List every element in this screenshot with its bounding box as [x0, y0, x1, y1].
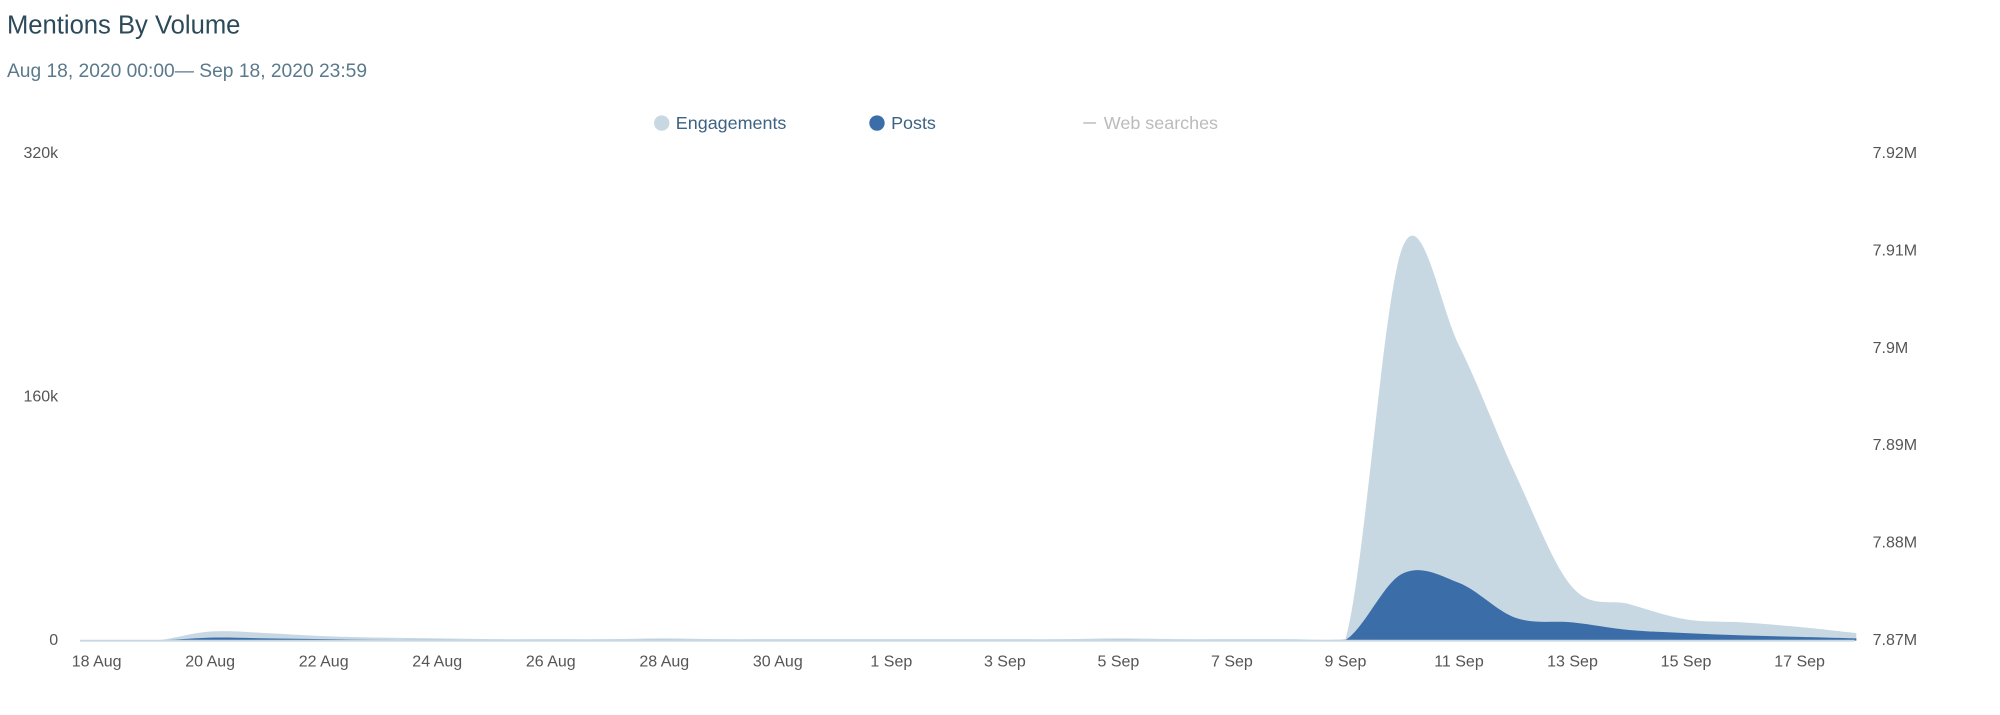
- y2-tick-label: 7.88M: [1873, 535, 1917, 552]
- x-tick-label: 28 Aug: [639, 654, 689, 671]
- x-tick-label: 26 Aug: [526, 654, 576, 671]
- x-tick-label: 22 Aug: [299, 654, 349, 671]
- y2-tick-label: 7.92M: [1873, 145, 1917, 162]
- x-tick-label: 5 Sep: [1097, 654, 1139, 671]
- area: [96, 235, 1857, 641]
- x-tick-label: 15 Sep: [1661, 654, 1712, 671]
- y2-tick-label: 7.9M: [1873, 340, 1909, 357]
- chart-title: Mentions By Volume: [7, 12, 240, 40]
- y2-tick-label: 7.89M: [1873, 437, 1917, 454]
- y-tick-label: 160k: [23, 388, 59, 405]
- x-tick-label: 20 Aug: [185, 654, 235, 671]
- x-tick-label: 11 Sep: [1434, 654, 1484, 671]
- x-tick-label: 9 Sep: [1325, 654, 1367, 671]
- legend-symbol: [869, 115, 885, 131]
- y-tick-label: 0: [49, 632, 58, 649]
- legend-label[interactable]: Web searches: [1104, 113, 1218, 133]
- legend-label[interactable]: Posts: [891, 113, 936, 133]
- x-tick-label: 1 Sep: [870, 654, 912, 671]
- legend: Engagements Posts Web searches: [654, 113, 1218, 133]
- y2-tick-label: 7.91M: [1873, 242, 1917, 259]
- y-tick-label: 320k: [23, 145, 59, 162]
- legend-label[interactable]: Engagements: [676, 113, 787, 133]
- x-tick-label: 7 Sep: [1211, 654, 1253, 671]
- x-tick-label: 3 Sep: [984, 654, 1026, 671]
- plot: [79, 235, 1857, 642]
- legend-symbol: [654, 115, 670, 131]
- x-tick-label: 24 Aug: [412, 654, 462, 671]
- x-tick-label: 18 Aug: [72, 654, 122, 671]
- x-tick-label: 17 Sep: [1774, 654, 1825, 671]
- x-tick-label: 13 Sep: [1547, 654, 1598, 671]
- x-tick-label: 30 Aug: [753, 654, 803, 671]
- area: [96, 570, 1857, 641]
- y2-tick-label: 7.87M: [1873, 632, 1917, 649]
- chart-subtitle: Aug 18, 2020 00:00— Sep 18, 2020 23:59: [7, 61, 367, 82]
